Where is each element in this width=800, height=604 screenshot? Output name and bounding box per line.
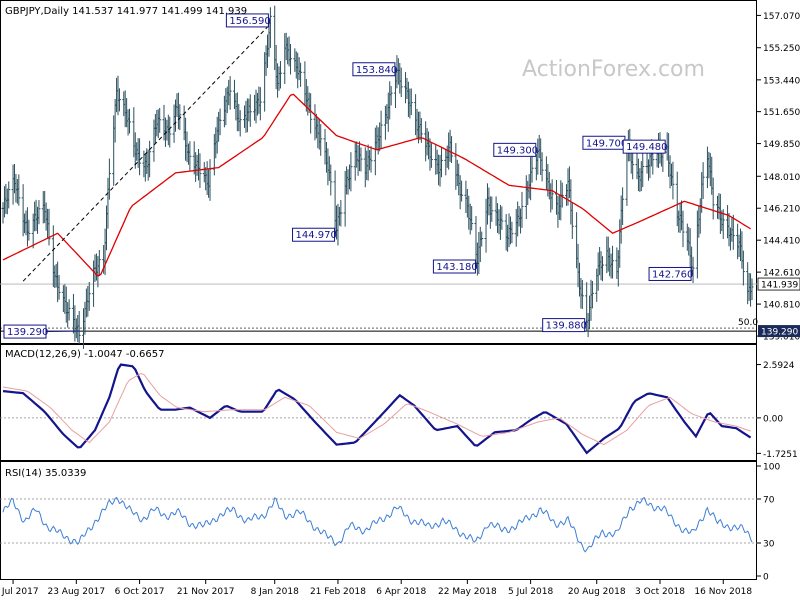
macd-y-tick-label: 0.00 <box>763 414 783 424</box>
annotation-label: 149.480 <box>626 142 667 153</box>
annotation-leader <box>664 146 668 151</box>
price-y-tick-label: 148.010 <box>763 173 800 183</box>
price-y-tick-label: 151.650 <box>763 108 800 118</box>
level-box <box>758 325 800 338</box>
level-label: 139.290 <box>761 328 798 338</box>
x-tick-label: 5 Jul 2018 <box>508 587 553 597</box>
x-tick-label: 20 Aug 2018 <box>568 587 626 597</box>
macd-y-tick-label: -1.7251 <box>763 450 798 460</box>
macd-panel: 2.5924 0.00 -1.7251 <box>0 361 798 460</box>
price-y-tick-label: 149.850 <box>763 140 800 150</box>
price-y-tick-label: 139.010 <box>763 333 800 343</box>
price-y-tick-label: 140.810 <box>763 301 800 311</box>
x-axis: 10 Jul 2017 23 Aug 2017 6 Oct 2017 21 Nov 2… <box>0 580 752 597</box>
x-tick-label: 6 Apr 2018 <box>376 587 426 597</box>
x-tick-label: 21 Feb 2018 <box>310 587 366 597</box>
x-tick-label: 21 Nov 2017 <box>177 587 235 597</box>
x-tick-label: 16 Nov 2018 <box>694 587 752 597</box>
price-header: GBPJPY,Daily 141.537 141.977 141.499 141… <box>5 6 247 17</box>
rsi-y-tick-label: 70 <box>763 496 775 506</box>
last-price-label: 141.939 <box>761 281 798 291</box>
price-y-axis: 157.070 155.250 153.440 151.650 149.850 148.0… <box>757 12 800 343</box>
annotation-leader <box>584 320 588 326</box>
annotation-leader <box>268 20 271 25</box>
macd-signal-line <box>2 372 751 446</box>
price-y-tick-label: 142.610 <box>763 269 800 279</box>
annotation-label: 149.300 <box>497 145 538 156</box>
price-y-tick-label: 157.070 <box>763 12 800 22</box>
rsi-y-tick-label: 30 <box>763 540 775 550</box>
annotation-leader <box>475 261 478 267</box>
x-tick-label: 23 Aug 2017 <box>47 587 105 597</box>
price-panel-frame <box>0 0 757 344</box>
macd-line <box>2 363 752 455</box>
last-price-box <box>757 277 800 291</box>
annotation-label: 149.700 <box>586 138 627 149</box>
macd-panel-frame <box>0 344 757 461</box>
annotation-leader <box>45 330 80 332</box>
annotation-leader <box>334 230 337 235</box>
annotation-leader <box>535 149 539 154</box>
x-tick-label: 22 May 2018 <box>438 587 497 597</box>
watermark: ActionForex.com <box>522 57 705 82</box>
x-tick-label: 8 Jan 2018 <box>251 587 299 597</box>
annotation-label: 142.760 <box>652 269 693 280</box>
x-tick-label: 6 Oct 2017 <box>115 587 165 597</box>
trendline <box>22 23 271 282</box>
annotation-label: 144.970 <box>296 230 337 241</box>
macd-y-tick-label: 2.5924 <box>763 361 795 371</box>
price-bars <box>1 5 754 349</box>
rsi-header: RSI(14) 35.0339 <box>5 468 86 479</box>
price-y-tick-label: 146.210 <box>763 205 800 215</box>
x-tick-label: 10 Jul 2017 <box>0 587 39 597</box>
price-grid: 50.0 <box>0 283 758 332</box>
rsi-y-tick-label: 0 <box>763 573 769 583</box>
price-y-tick-label: 144.410 <box>763 237 800 247</box>
price-y-tick-label: 155.250 <box>763 44 800 54</box>
rsi-line <box>2 496 753 553</box>
rsi-y-tick-label: 100 <box>763 463 780 473</box>
macd-header: MACD(12,26,9) -1.0047 -0.6657 <box>5 349 165 360</box>
fib-label: 50.0 <box>738 318 758 328</box>
trendline-line <box>22 23 271 282</box>
annotation-label: 139.880 <box>546 321 587 332</box>
moving-average-line <box>2 93 751 277</box>
annotation-label: 139.290 <box>7 327 48 338</box>
rsi-panel: 100 70 30 0 <box>0 463 780 583</box>
x-tick-label: 3 Oct 2018 <box>635 587 685 597</box>
annotation-label: 153.840 <box>356 65 397 76</box>
price-y-tick-label: 153.440 <box>763 76 800 86</box>
moving-average <box>2 93 751 277</box>
annotation-label: 156.590 <box>229 16 270 27</box>
annotation-leader <box>394 69 398 73</box>
annotation-leader <box>690 269 694 275</box>
annotation-label: 143.180 <box>436 262 477 273</box>
